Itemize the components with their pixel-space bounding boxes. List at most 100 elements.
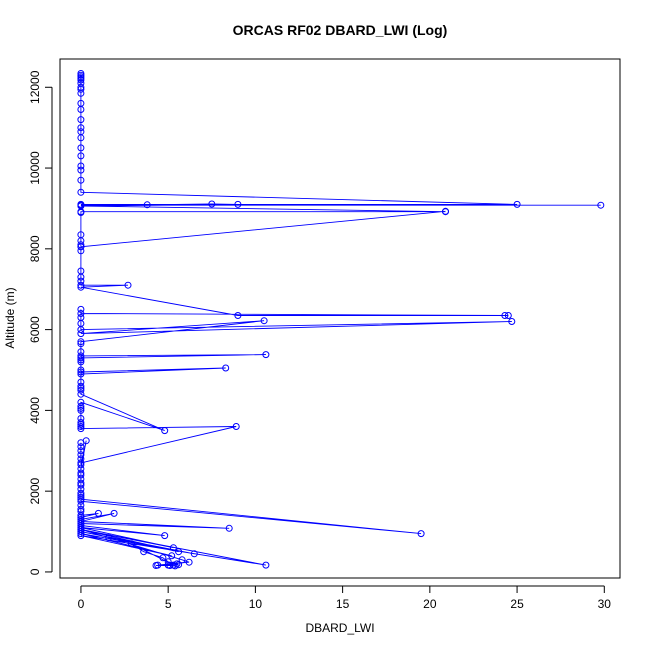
data-point — [77, 106, 85, 113]
data-point — [77, 243, 85, 251]
data-point — [77, 152, 85, 160]
data-point — [77, 330, 85, 338]
data-point — [128, 540, 135, 548]
data-point — [161, 427, 169, 435]
data-point — [82, 437, 90, 445]
data-point — [597, 201, 605, 209]
data-point — [77, 471, 85, 479]
data-point — [77, 356, 85, 364]
data-point — [185, 558, 193, 566]
data-point — [77, 283, 85, 291]
data-point — [208, 200, 216, 208]
data-point — [77, 89, 85, 97]
data-point — [168, 552, 176, 560]
plot-frame — [59, 58, 621, 579]
data-point — [501, 312, 509, 319]
data-point — [504, 312, 512, 319]
data-point — [77, 176, 85, 184]
data-point — [140, 548, 148, 556]
data-point — [225, 524, 233, 532]
data-point — [77, 281, 85, 289]
data-point — [77, 310, 85, 317]
x-tick-label: 10 — [249, 597, 263, 611]
x-tick-label: 25 — [510, 597, 524, 611]
data-point — [77, 85, 85, 93]
data-point — [77, 368, 85, 376]
x-axis-label: DBARD_LWI — [305, 621, 374, 635]
data-point — [77, 386, 85, 394]
data-point — [260, 317, 268, 325]
data-point — [77, 209, 85, 216]
x-tick-label: 0 — [78, 597, 85, 611]
data-point — [77, 116, 85, 124]
data-point — [171, 562, 179, 570]
data-point — [77, 273, 85, 281]
y-tick-label: 10000 — [28, 151, 42, 185]
data-point — [164, 558, 172, 566]
data-point — [77, 188, 85, 196]
data-point — [77, 528, 85, 536]
data-point — [77, 421, 85, 428]
data-point — [508, 318, 516, 325]
data-point — [110, 509, 118, 517]
data-point — [77, 423, 85, 430]
data-point — [442, 207, 449, 215]
data-point — [77, 382, 85, 390]
data-point — [77, 162, 85, 170]
data-point — [77, 354, 85, 362]
data-point — [77, 404, 85, 412]
data-point — [77, 366, 85, 374]
data-point — [152, 562, 160, 569]
data-point — [77, 443, 85, 451]
data-point — [77, 338, 85, 346]
data-point — [77, 247, 85, 255]
data-point — [124, 281, 132, 289]
data-point — [77, 493, 85, 501]
y-axis-label: Altitude (m) — [3, 287, 17, 348]
data-point — [77, 358, 85, 366]
data-point — [77, 166, 85, 174]
data-point — [178, 556, 186, 564]
data-point — [77, 144, 85, 152]
data-point — [77, 526, 85, 533]
y-tick-label: 0 — [28, 568, 42, 575]
data-point — [77, 390, 85, 398]
x-tick-label: 20 — [423, 597, 437, 611]
y-tick-label: 8000 — [28, 235, 42, 262]
data-point — [190, 550, 198, 558]
data-point — [417, 530, 425, 538]
data-point — [94, 509, 102, 517]
data-point — [161, 532, 169, 540]
data-point — [77, 497, 85, 505]
data-point — [234, 312, 242, 319]
data-point — [77, 406, 85, 414]
x-tick-label: 5 — [165, 597, 172, 611]
data-point — [232, 423, 240, 430]
data-point — [105, 534, 113, 542]
y-tick-label: 6000 — [28, 316, 42, 343]
point-layer — [77, 70, 605, 570]
series-line — [80, 73, 601, 567]
data-point — [77, 370, 85, 378]
data-point — [77, 305, 85, 313]
data-point — [77, 481, 85, 489]
data-point — [77, 124, 85, 132]
chart-title: ORCAS RF02 DBARD_LWI (Log) — [233, 22, 448, 38]
data-point — [175, 548, 183, 556]
y-axis: 0 2000 4000 6000 8000 10000 12000 — [28, 70, 53, 575]
data-point — [143, 201, 151, 209]
data-point — [159, 554, 167, 562]
data-point — [513, 200, 521, 208]
data-point — [262, 351, 270, 359]
data-point — [77, 402, 85, 410]
data-point — [77, 134, 85, 142]
data-point — [77, 425, 85, 433]
data-point — [77, 461, 85, 469]
data-point — [77, 530, 85, 538]
x-axis: 0 5 10 15 20 25 30 — [78, 585, 611, 611]
data-point — [169, 544, 177, 552]
series-layer — [80, 73, 601, 567]
data-point — [77, 447, 85, 455]
